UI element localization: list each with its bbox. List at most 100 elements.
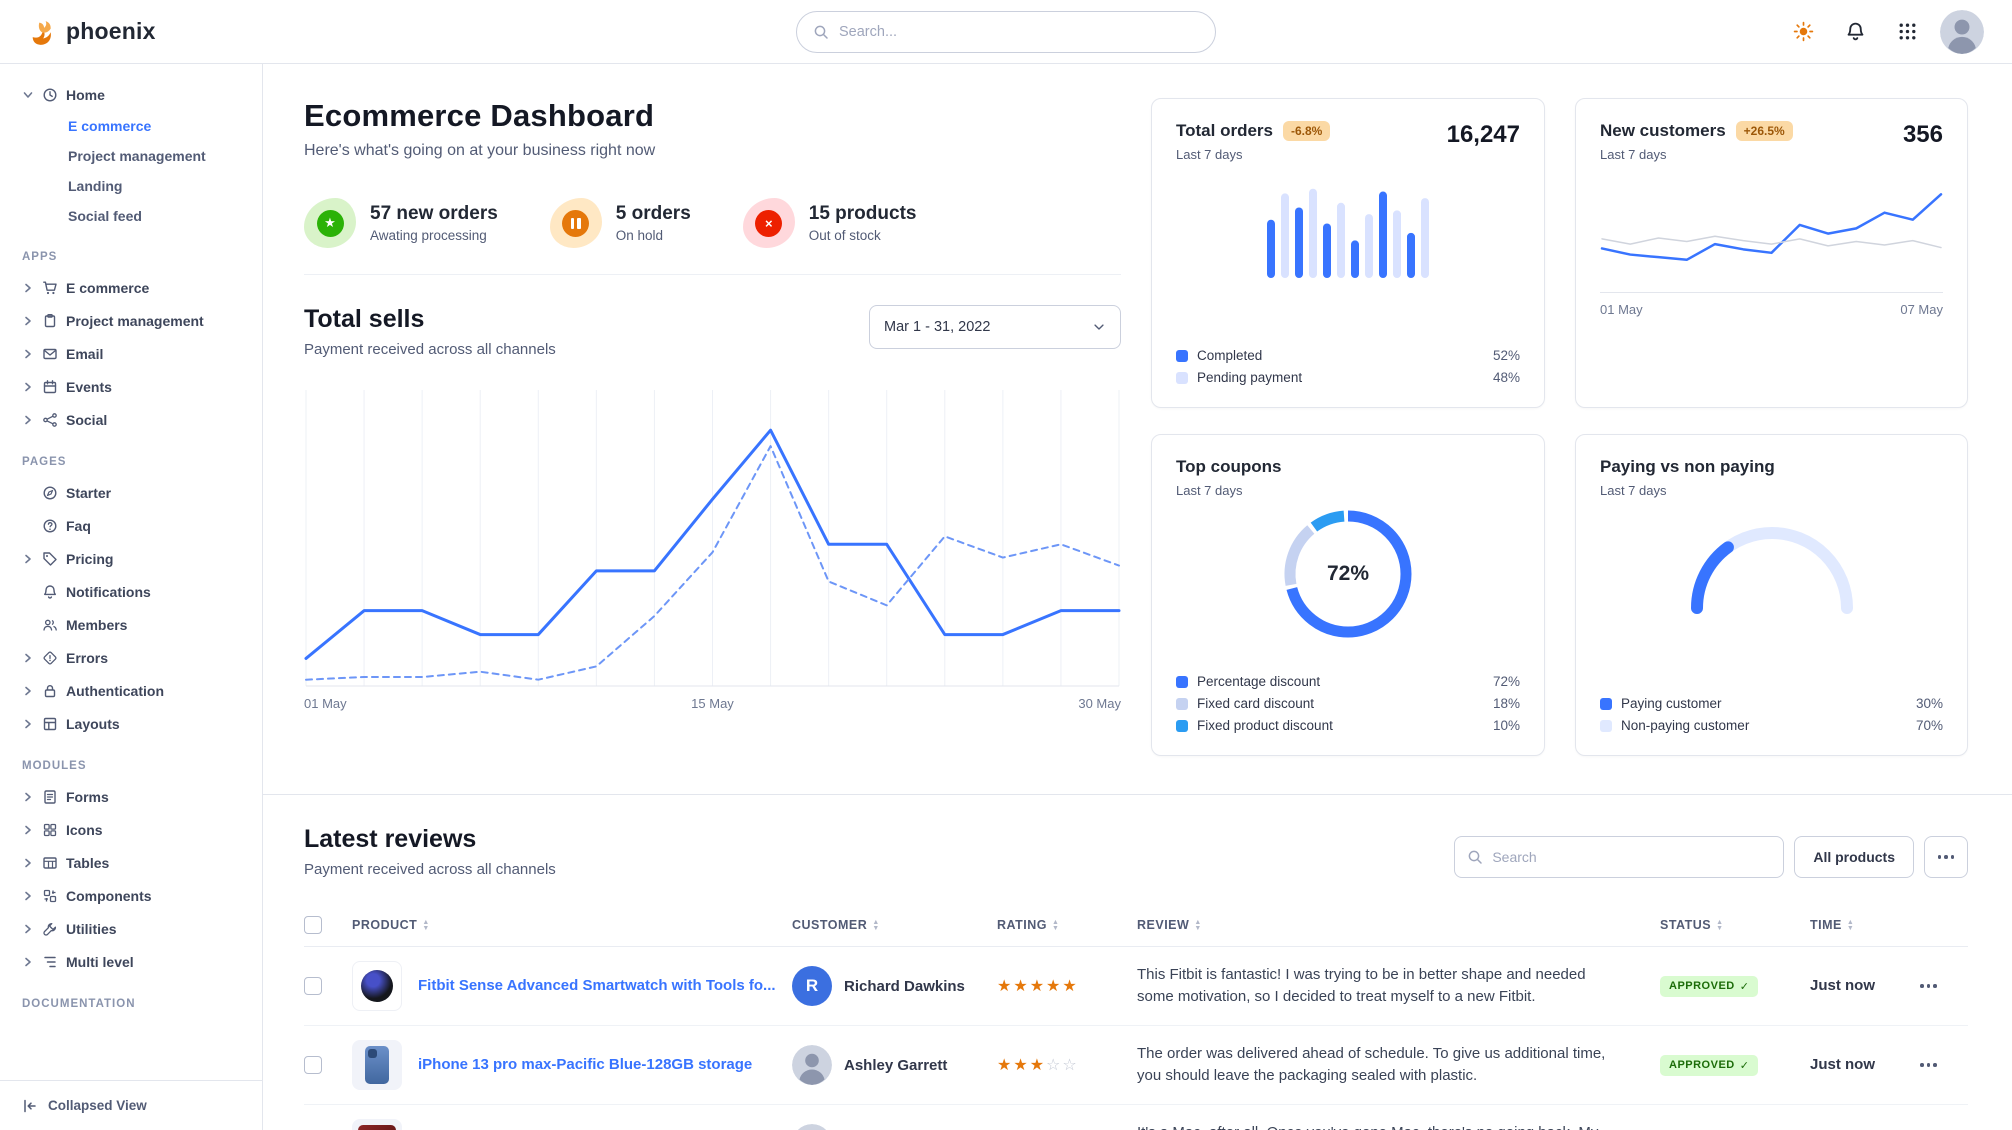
sidebar-item-label: Errors — [66, 649, 109, 666]
card-value: 356 — [1902, 121, 1943, 148]
sidebar-item-members[interactable]: Members — [0, 608, 262, 641]
notifications-button[interactable] — [1836, 13, 1874, 51]
collapse-sidebar-button[interactable]: Collapsed View — [0, 1080, 262, 1130]
card-value: 16,247 — [1446, 121, 1520, 148]
date-range-value: Mar 1 - 31, 2022 — [884, 319, 991, 335]
sidebar-item-pricing[interactable]: Pricing — [0, 542, 262, 575]
lock-icon — [42, 683, 58, 699]
legend-bullet — [1600, 719, 1612, 732]
reviews-more-button[interactable] — [1924, 836, 1968, 878]
top-navbar: phoenix — [0, 0, 2012, 64]
avatar — [792, 1045, 832, 1085]
sidebar-item-social[interactable]: Social — [0, 403, 262, 436]
profile-avatar-button[interactable] — [1940, 10, 1984, 54]
sidebar-item-layouts[interactable]: Layouts — [0, 707, 262, 740]
sidebar-item-label: Pricing — [66, 550, 114, 567]
row-checkbox[interactable] — [304, 1055, 322, 1074]
sidebar-item-events[interactable]: Events — [0, 370, 262, 403]
sidebar-item-label: Faq — [66, 517, 91, 534]
column-product[interactable]: PRODUCT ▲ ▼ — [352, 904, 792, 947]
table-row: Fitbit Sense Advanced Smartwatch with To… — [304, 946, 1968, 1026]
column-status[interactable]: STATUS ▲ ▼ — [1660, 904, 1810, 947]
total-orders-bar-chart — [1216, 180, 1480, 278]
chevron-down-icon — [1092, 320, 1106, 334]
sidebar-item-components[interactable]: Components — [0, 879, 262, 912]
total-sells-x-axis: 01 May 15 May 30 May — [304, 696, 1121, 711]
sidebar-item-landing[interactable]: Landing — [68, 178, 123, 194]
card-period: Last 7 days — [1600, 147, 1667, 162]
column-review[interactable]: REVIEW ▲ ▼ — [1137, 904, 1660, 947]
sidebar-item-project-management-dashboard[interactable]: Project management — [68, 148, 206, 164]
wrench-icon — [42, 921, 58, 937]
product-image — [352, 1119, 402, 1130]
chevron-right-icon — [22, 824, 34, 836]
reviews-search[interactable] — [1454, 836, 1785, 878]
date-range-select[interactable]: Mar 1 - 31, 2022 — [869, 305, 1121, 349]
sidebar-item-utilities[interactable]: Utilities — [0, 912, 262, 945]
star-icon: ★ — [997, 978, 1014, 995]
sidebar-item-tables[interactable]: Tables — [0, 846, 262, 879]
sidebar-item-social-feed[interactable]: Social feed — [68, 208, 142, 224]
sidebar-item-home[interactable]: Home — [0, 78, 262, 111]
sidebar-item-email[interactable]: Email — [0, 337, 262, 370]
new-customers-card: New customers +26.5% Last 7 days 356 01 … — [1575, 98, 1968, 408]
icons-grid-icon — [42, 822, 58, 838]
select-all-checkbox[interactable] — [304, 916, 322, 934]
sidebar-item-forms[interactable]: Forms — [0, 780, 262, 813]
column-customer[interactable]: CUSTOMER ▲ ▼ — [792, 904, 997, 947]
row-actions-button[interactable] — [1920, 984, 1960, 988]
star-icon: ★ — [997, 1057, 1014, 1074]
sidebar-item-starter[interactable]: Starter — [0, 476, 262, 509]
stat-blob — [549, 198, 602, 248]
all-products-filter-button[interactable]: All products — [1794, 836, 1914, 878]
sidebar-item-ecommerce-app[interactable]: E commerce — [0, 271, 262, 304]
sort-icon: ▲ ▼ — [1194, 918, 1202, 932]
legend-item: Fixed product discount 10% — [1176, 718, 1520, 733]
column-time[interactable]: TIME ▲ ▼ — [1810, 904, 1920, 947]
sidebar-item-errors[interactable]: Errors — [0, 641, 262, 674]
sidebar-item-notifications[interactable]: Notifications — [0, 575, 262, 608]
stat-blob: × — [742, 198, 795, 248]
global-search-input[interactable] — [839, 23, 1199, 40]
sidebar-item-multi-level[interactable]: Multi level — [0, 945, 262, 978]
card-period: Last 7 days — [1600, 483, 1667, 498]
chevron-down-icon — [22, 89, 34, 101]
new-customers-line-chart — [1600, 178, 1943, 282]
stat-caption: Out of stock — [808, 228, 881, 243]
reviews-search-input[interactable] — [1492, 849, 1772, 865]
latest-reviews-section: Latest reviews Payment received across a… — [263, 794, 2012, 1130]
sidebar-item-faq[interactable]: Faq — [0, 509, 262, 542]
apps-menu-button[interactable] — [1888, 13, 1926, 51]
legend-label: Paying customer — [1621, 696, 1722, 711]
sidebar-item-project-management-app[interactable]: Project management — [0, 304, 262, 337]
sidebar-item-label: Members — [66, 616, 128, 633]
star-icon: ★ — [316, 209, 344, 237]
reviews-toolbar: All products — [1454, 836, 1968, 878]
form-icon — [42, 789, 58, 805]
sidebar-item-label: Tables — [66, 854, 110, 871]
global-search[interactable] — [796, 10, 1216, 53]
theme-toggle-button[interactable] — [1784, 13, 1822, 51]
column-rating[interactable]: RATING ▲ ▼ — [997, 904, 1137, 947]
sort-icon: ▲ ▼ — [422, 918, 430, 932]
sidebar-item-label: Icons — [66, 821, 103, 838]
sidebar-item-authentication[interactable]: Authentication — [0, 674, 262, 707]
check-icon: ✓ — [1739, 1059, 1750, 1072]
donut-center-label: 72% — [1326, 562, 1370, 585]
sidebar-item-ecommerce-dashboard[interactable]: E commerce — [68, 118, 152, 134]
x-tick: 07 May — [1900, 302, 1943, 317]
phoenix-logo-icon — [28, 17, 58, 47]
brand-name: phoenix — [66, 18, 156, 44]
row-actions-button[interactable] — [1920, 1063, 1960, 1067]
sidebar-item-icons[interactable]: Icons — [0, 813, 262, 846]
row-checkbox[interactable] — [304, 976, 322, 995]
x-icon: × — [755, 209, 783, 237]
star-icon: ★ — [1013, 1057, 1030, 1074]
brand-logo[interactable]: phoenix — [28, 17, 156, 47]
legend-label: Non-paying customer — [1621, 718, 1750, 733]
legend-bullet — [1176, 371, 1188, 384]
table-icon — [42, 855, 58, 871]
product-link[interactable]: iPhone 13 pro max-Pacific Blue-128GB sto… — [418, 1055, 753, 1073]
card-title: New customers — [1600, 121, 1726, 140]
product-link[interactable]: Fitbit Sense Advanced Smartwatch with To… — [418, 976, 776, 994]
